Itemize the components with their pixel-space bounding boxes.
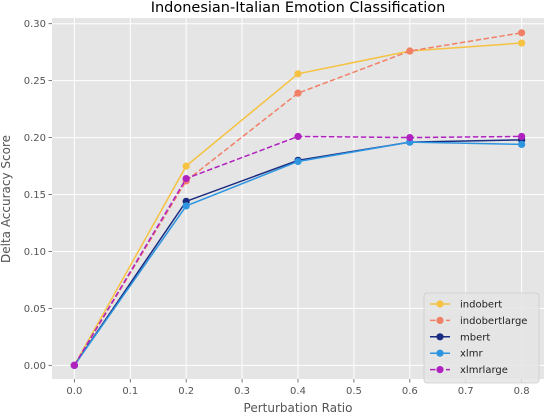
y-tick-label: 0.15 xyxy=(24,190,46,201)
x-tick-label: 0.3 xyxy=(234,386,250,397)
data-point-xlmr xyxy=(294,157,302,166)
x-tick-label: 0.1 xyxy=(122,386,138,397)
data-point-indobert xyxy=(518,39,526,47)
data-point-xlmrlarge xyxy=(70,361,78,369)
data-point-xlmr xyxy=(518,140,526,149)
data-point-indobertlarge xyxy=(406,47,414,55)
x-tick-label: 0.4 xyxy=(290,386,306,397)
data-point-indobertlarge xyxy=(518,29,526,37)
data-point-indobert xyxy=(182,162,190,170)
series-xlmrlarge xyxy=(70,132,526,369)
data-point-indobert xyxy=(294,70,302,78)
legend-marker-indobert xyxy=(436,300,444,308)
legend-marker-xlmr xyxy=(436,349,444,357)
legend-label-xlmr: xlmr xyxy=(460,349,483,360)
y-tick-label: 0.25 xyxy=(24,76,46,87)
x-tick-label: 0.7 xyxy=(458,386,474,397)
data-point-xlmrlarge xyxy=(294,132,302,141)
legend-marker-xlmrlarge xyxy=(436,366,444,374)
legend-label-indobert: indobert xyxy=(460,300,502,311)
y-tick-label: 0.30 xyxy=(24,19,46,30)
x-tick-label: 0.8 xyxy=(514,386,530,397)
x-axis-label: Perturbation Ratio xyxy=(244,401,353,415)
series-group xyxy=(70,29,526,369)
legend-label-mbert: mbert xyxy=(460,332,490,343)
legend-label-xlmrlarge: xlmrlarge xyxy=(460,365,508,376)
y-tick-label: 0.00 xyxy=(24,361,46,372)
y-tick-label: 0.05 xyxy=(24,304,46,315)
data-point-xlmrlarge xyxy=(406,133,414,142)
legend: indobert indobertlarge mbert xlmr xlmrlarge xyxy=(423,292,540,384)
chart-title: Indonesian-Italian Emotion Classificatio… xyxy=(151,0,446,16)
y-axis-ticks: 0.00 0.05 0.10 0.15 0.20 0.25 0.30 xyxy=(24,19,52,372)
x-tick-label: 0.2 xyxy=(178,386,194,397)
x-tick-label: 0.6 xyxy=(402,386,418,397)
legend-frame xyxy=(423,292,540,384)
legend-marker-indobertlarge xyxy=(436,316,444,324)
x-tick-label: 0.0 xyxy=(66,386,82,397)
data-point-indobertlarge xyxy=(294,89,302,97)
legend-label-indobertlarge: indobertlarge xyxy=(460,316,527,327)
series-line-indobertlarge xyxy=(73,32,522,366)
data-point-xlmrlarge xyxy=(182,174,190,183)
legend-marker-mbert xyxy=(436,333,444,341)
y-axis-label: Delta Accuracy Score xyxy=(0,135,13,263)
data-point-xlmr xyxy=(182,202,190,210)
y-tick-label: 0.10 xyxy=(24,247,46,258)
data-point-xlmrlarge xyxy=(518,132,526,141)
y-tick-label: 0.20 xyxy=(24,133,46,144)
x-tick-label: 0.5 xyxy=(346,386,362,397)
x-axis-ticks: 0.0 0.1 0.2 0.3 0.4 0.5 0.6 0.7 0.8 xyxy=(66,379,530,397)
